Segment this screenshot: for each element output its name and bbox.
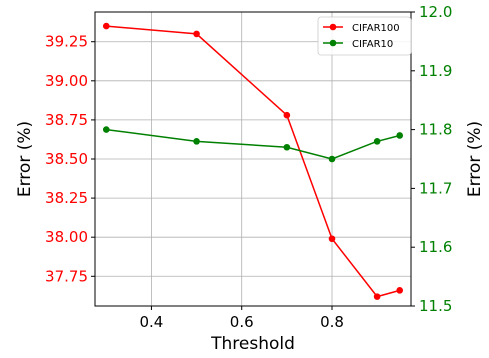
x-tick-label: 0.6 xyxy=(230,313,254,331)
y-right-tick-label: 11.8 xyxy=(419,121,452,139)
cifar10-point xyxy=(193,138,200,145)
plot-series xyxy=(102,22,404,300)
x-axis-label: Threshold xyxy=(210,334,295,354)
cifar10-point xyxy=(102,126,110,133)
cifar100-point xyxy=(283,111,291,119)
x-tick-label: 0.8 xyxy=(320,313,344,331)
legend-cifar100-label: CIFAR100 xyxy=(352,23,400,34)
y-left-tick-label: 39.25 xyxy=(45,33,88,51)
cifar100-point xyxy=(193,30,200,38)
cifar10-point xyxy=(328,155,336,163)
cifar10-point xyxy=(396,132,404,139)
cifar10-line xyxy=(106,128,400,160)
y-right-tick-label: 11.6 xyxy=(419,238,452,256)
cifar100-point xyxy=(102,22,110,30)
y-right-tick-label: 11.7 xyxy=(419,179,452,197)
y-left-tick-label: 39.00 xyxy=(45,72,88,90)
y-right-tick-label: 12.0 xyxy=(419,3,452,21)
y-right-tick-label: 11.9 xyxy=(419,62,452,80)
grid xyxy=(95,12,411,306)
y-axis-right-label: Error (%) xyxy=(465,121,485,197)
cifar100-line xyxy=(106,25,400,298)
x-axis: 0.4 0.6 0.8 xyxy=(139,306,344,331)
y-left-tick-label: 38.75 xyxy=(45,111,88,129)
y-axis-left-label: Error (%) xyxy=(15,121,35,197)
legend-cifar10-marker xyxy=(329,39,337,47)
y-left-tick-label: 38.25 xyxy=(45,189,88,207)
y-axis-left: 37.75 38.00 38.25 38.50 38.75 39.00 39.25 xyxy=(45,33,95,285)
y-left-tick-label: 37.75 xyxy=(45,267,88,285)
cifar100-point xyxy=(373,293,381,300)
legend-cifar10-label: CIFAR10 xyxy=(352,39,393,50)
y-left-tick-label: 38.50 xyxy=(45,150,88,168)
cifar100-point xyxy=(396,287,404,294)
legend-cifar100-marker xyxy=(329,23,337,31)
cifar10-point xyxy=(373,138,381,145)
y-right-tick-label: 11.5 xyxy=(419,297,452,315)
x-tick-label: 0.4 xyxy=(139,313,163,331)
cifar100-point xyxy=(328,235,336,243)
cifar10-point xyxy=(283,143,291,151)
y-axis-right: 11.5 11.6 11.7 11.8 11.9 12.0 xyxy=(411,3,452,315)
y-left-tick-label: 38.00 xyxy=(45,228,88,246)
legend: CIFAR100 CIFAR10 xyxy=(317,16,412,56)
